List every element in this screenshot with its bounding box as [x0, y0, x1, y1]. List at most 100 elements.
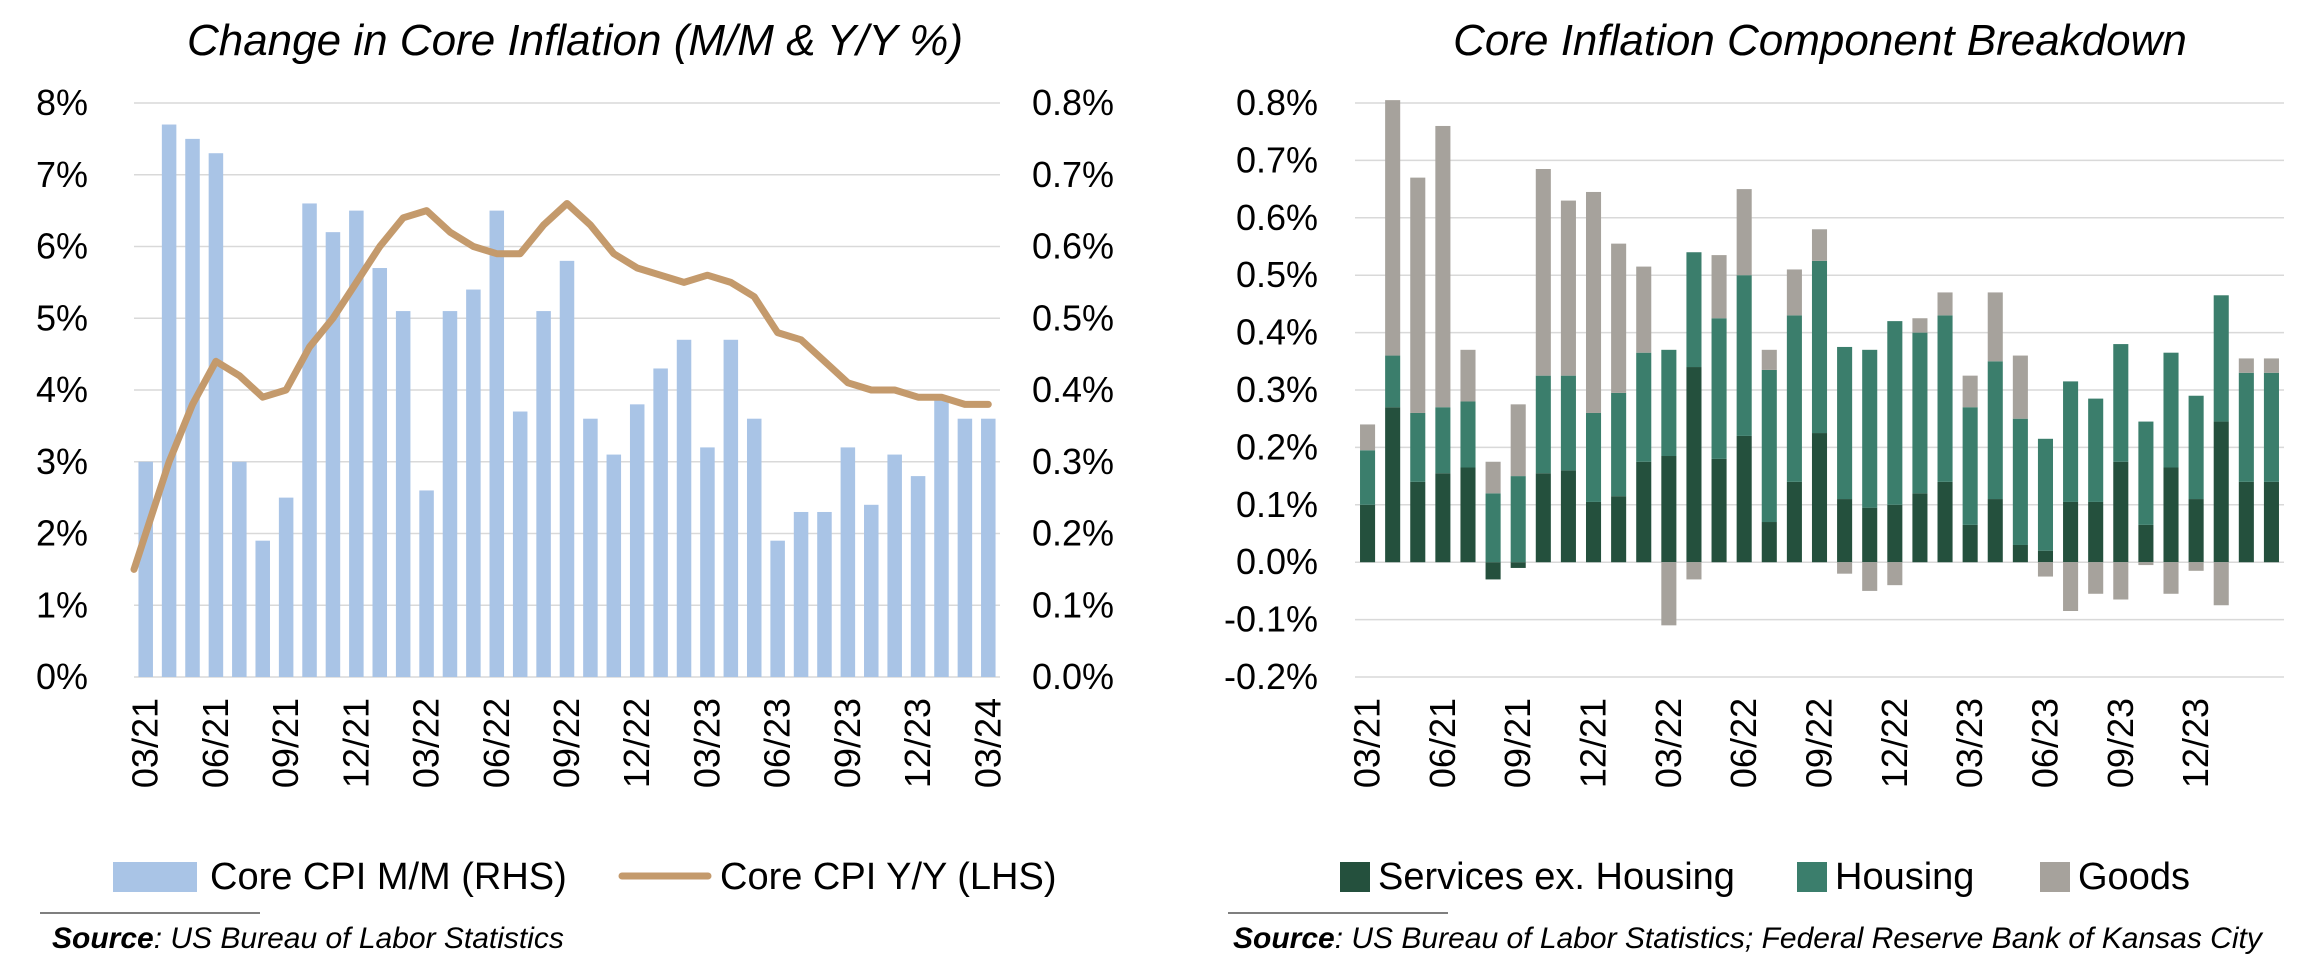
- right-y-tick-label: 0.6%: [1236, 197, 1318, 238]
- legend-swatch-goods: [2040, 862, 2070, 892]
- left-y2-tick-label: 0.7%: [1032, 154, 1114, 195]
- bar-services-ex-housing: [2238, 481, 2254, 563]
- left-x-tick-label: 03/22: [406, 698, 447, 788]
- mm-bar: [583, 418, 598, 677]
- bar-services-ex-housing: [1385, 407, 1401, 563]
- bar-goods: [1435, 125, 1451, 408]
- left-y2-tick-label: 0.0%: [1032, 656, 1114, 697]
- bar-housing: [1912, 332, 1928, 494]
- bar-housing: [1360, 450, 1376, 505]
- bar-goods: [2188, 562, 2204, 571]
- bar-services-ex-housing: [1410, 481, 1426, 563]
- left-y-tick-label: 8%: [36, 82, 88, 123]
- bar-services-ex-housing: [1962, 524, 1978, 563]
- bar-housing: [2213, 295, 2229, 422]
- bar-goods: [1636, 266, 1652, 353]
- bar-housing: [1987, 361, 2003, 500]
- right-x-tick-label: 06/22: [1723, 698, 1764, 788]
- right-x-tick-label: 12/21: [1573, 698, 1614, 788]
- left-line: [130, 200, 992, 573]
- right-source-label: Source: [1233, 922, 1335, 955]
- bar-services-ex-housing: [1837, 499, 1853, 563]
- right-x-tick-label: 06/21: [1422, 698, 1463, 788]
- mm-bar: [372, 268, 388, 677]
- mm-bar: [536, 311, 551, 677]
- bar-services-ex-housing: [1736, 435, 1752, 563]
- right-y-tick-label: 0.8%: [1236, 82, 1318, 123]
- left-y2-tick-label: 0.4%: [1032, 369, 1114, 410]
- bar-goods: [1410, 177, 1426, 413]
- left-x-tick-label: 09/21: [265, 698, 306, 788]
- yy-line: [130, 200, 992, 573]
- left-y2-tick-label: 0.2%: [1032, 513, 1114, 554]
- bar-services-ex-housing: [2213, 421, 2229, 563]
- mm-bar: [723, 339, 739, 677]
- bar-housing: [2138, 421, 2154, 525]
- left-y-tick-label: 4%: [36, 369, 88, 410]
- mm-bar: [957, 418, 973, 677]
- bar-goods: [1736, 189, 1752, 276]
- mm-bar: [840, 447, 856, 677]
- left-x-tick-label: 09/23: [827, 698, 868, 788]
- left-chart-title: Change in Core Inflation (M/M & Y/Y %): [187, 16, 963, 65]
- bar-housing: [1585, 412, 1602, 502]
- legend-label-housing: Housing: [1835, 856, 1974, 898]
- right-source-text: : US Bureau of Labor Statistics; Federal…: [1335, 922, 2264, 955]
- bar-services-ex-housing: [1661, 456, 1677, 563]
- bar-services-ex-housing: [2188, 499, 2204, 563]
- mm-bar: [700, 447, 715, 677]
- bar-housing: [2163, 352, 2179, 468]
- bar-housing: [2188, 395, 2204, 500]
- bar-housing: [1811, 260, 1828, 434]
- bar-services-ex-housing: [1937, 481, 1953, 563]
- bar-goods: [2138, 562, 2154, 566]
- bar-housing: [1862, 349, 1878, 508]
- bar-services-ex-housing: [1560, 470, 1576, 563]
- bar-goods: [2113, 562, 2129, 600]
- bar-goods: [1460, 349, 1476, 402]
- mm-bar: [489, 210, 505, 677]
- bar-goods: [1360, 424, 1376, 451]
- bar-services-ex-housing: [1585, 501, 1602, 563]
- left-x-tick-label: 06/22: [476, 698, 517, 788]
- bar-housing: [1736, 275, 1752, 436]
- bar-services-ex-housing: [1912, 493, 1928, 563]
- mm-bar: [770, 540, 785, 677]
- legend-label-goods: Goods: [2078, 856, 2190, 898]
- bar-goods: [1962, 375, 1978, 408]
- bar-services-ex-housing: [1786, 481, 1802, 563]
- bar-housing: [1686, 252, 1702, 368]
- bar-goods: [1786, 269, 1802, 316]
- mm-bar: [232, 461, 247, 677]
- left-legend: Core CPI M/M (RHS) Core CPI Y/Y (LHS): [113, 856, 1057, 898]
- bar-goods: [1661, 562, 1677, 626]
- bar-services-ex-housing: [1862, 507, 1878, 563]
- right-chart-title: Core Inflation Component Breakdown: [1453, 16, 2187, 65]
- right-x-tick-label: 12/23: [2175, 698, 2216, 788]
- mm-bar: [278, 497, 294, 677]
- right-x-tick-label: 06/23: [2024, 698, 2065, 788]
- bar-services-ex-housing: [2138, 524, 2154, 563]
- bar-housing: [2238, 372, 2254, 482]
- bar-goods: [1385, 100, 1401, 356]
- bar-goods: [2037, 562, 2054, 577]
- legend-label-core-cpi-mm: Core CPI M/M (RHS): [210, 856, 567, 898]
- bar-goods: [1987, 292, 2003, 362]
- right-x-tick-label: 12/22: [1874, 698, 1915, 788]
- right-x-tick-label: 09/21: [1497, 698, 1538, 788]
- bar-services-ex-housing: [2012, 544, 2028, 563]
- right-y-tick-label: -0.1%: [1224, 599, 1318, 640]
- mm-bar: [395, 311, 411, 677]
- bar-goods: [1887, 562, 1903, 586]
- left-y-tick-label: 0%: [36, 656, 88, 697]
- right-y-tick-label: 0.2%: [1236, 426, 1318, 467]
- legend-label-core-cpi-yy: Core CPI Y/Y (LHS): [720, 856, 1057, 898]
- bar-housing: [1560, 375, 1576, 471]
- mm-bar: [887, 454, 902, 677]
- bar-services-ex-housing: [1510, 562, 1526, 568]
- bar-services-ex-housing: [1686, 367, 1702, 563]
- mm-bar: [419, 490, 434, 677]
- bar-services-ex-housing: [2063, 501, 2079, 563]
- left-y2-tick-label: 0.8%: [1032, 82, 1114, 123]
- left-y2-tick-label: 0.5%: [1032, 297, 1114, 338]
